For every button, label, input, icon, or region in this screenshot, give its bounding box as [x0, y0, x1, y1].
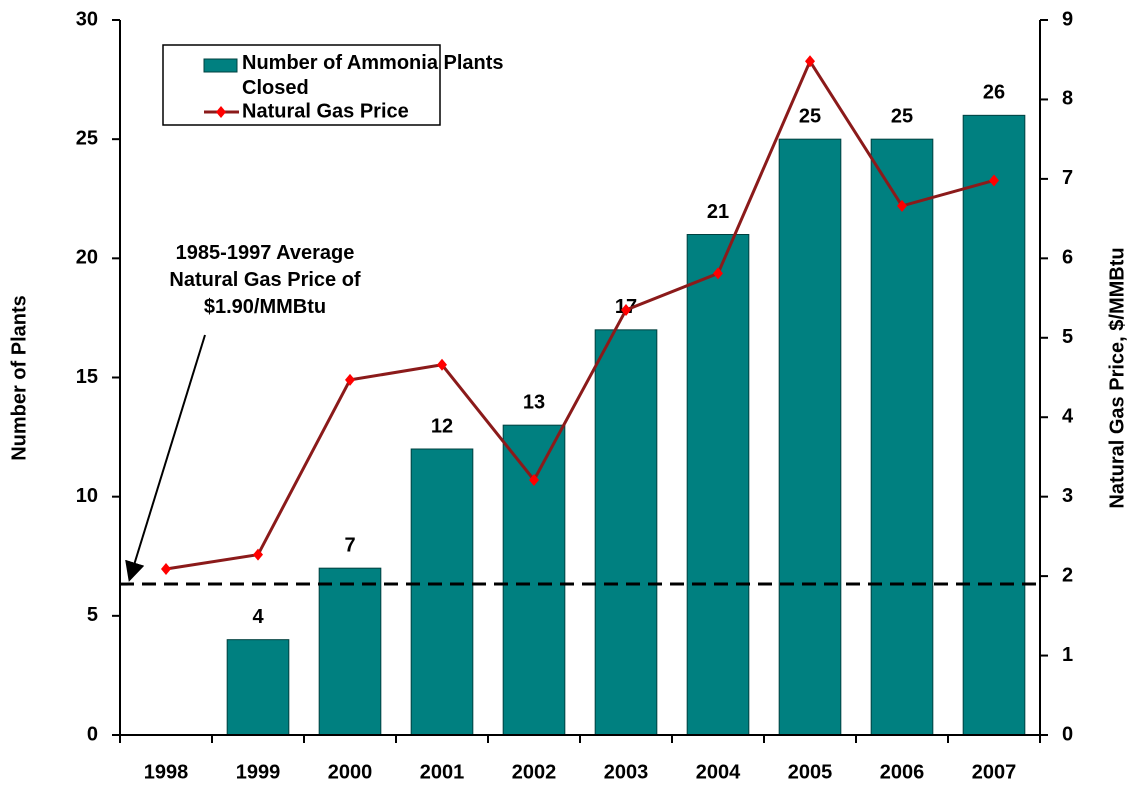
x-tick-label: 2002 [512, 761, 557, 783]
legend-label: Number of Ammonia Plants Closed [242, 52, 504, 99]
y2-tick-label: 1 [1062, 644, 1073, 666]
y-tick-label: 25 [76, 127, 98, 149]
price-marker [989, 174, 999, 187]
y2-tick-label: 4 [1062, 406, 1074, 428]
price-marker [621, 303, 631, 316]
price-marker [345, 373, 355, 386]
bar-value-label: 12 [431, 415, 453, 437]
bar [502, 424, 566, 736]
bar [778, 138, 842, 736]
x-tick-label: 2005 [788, 761, 833, 783]
y2-tick-label: 3 [1062, 485, 1073, 507]
y2-tick-label: 7 [1062, 167, 1073, 189]
x-tick-label: 1998 [144, 761, 189, 783]
y-tick-label: 30 [76, 8, 98, 30]
bar [226, 639, 290, 736]
price-marker [529, 473, 539, 486]
bar-value-label: 25 [799, 105, 821, 127]
x-tick-label: 2007 [972, 761, 1017, 783]
bar-value-label: 21 [707, 201, 729, 223]
y2-axis-label: Natural Gas Price, $/MMBtu [1106, 247, 1128, 508]
legend-swatch-bar [203, 58, 238, 73]
legend-label: Natural Gas Price [242, 100, 409, 122]
legend-swatch-marker [216, 106, 226, 118]
price-marker [161, 562, 171, 575]
bar [962, 114, 1026, 736]
y-tick-label: 20 [76, 247, 98, 269]
x-tick-label: 2004 [696, 761, 741, 783]
y-tick-label: 15 [76, 366, 98, 388]
bar [410, 448, 474, 736]
annotation-arrow [125, 334, 206, 582]
price-line [165, 58, 995, 571]
bar-value-label: 13 [523, 391, 545, 413]
bar [318, 567, 382, 736]
bar-value-label: 25 [891, 105, 913, 127]
price-marker [897, 199, 907, 212]
x-tick-label: 2001 [420, 761, 465, 783]
bar-value-label: 4 [252, 606, 264, 628]
y2-tick-label: 0 [1062, 723, 1073, 745]
legend-label-box: Number of Ammonia Plants Closed [242, 52, 504, 99]
bar-value-label: 7 [344, 534, 355, 556]
y2-tick-label: 2 [1062, 564, 1073, 586]
x-tick-label: 2000 [328, 761, 373, 783]
bar [594, 329, 658, 736]
y-tick-label: 0 [87, 723, 98, 745]
y2-tick-label: 9 [1062, 8, 1073, 30]
price-marker [253, 548, 263, 561]
bar [686, 234, 750, 736]
price-marker [713, 267, 723, 280]
price-marker [805, 55, 815, 68]
y-axis-label: Number of Plants [8, 295, 30, 461]
y-tick-label: 10 [76, 485, 98, 507]
price-marker [437, 358, 447, 371]
y2-tick-label: 8 [1062, 88, 1073, 110]
x-tick-label: 2003 [604, 761, 649, 783]
bar-value-label: 26 [983, 82, 1005, 104]
bar [870, 138, 934, 736]
y2-tick-label: 6 [1062, 247, 1073, 269]
annotation-box: 1985-1997 Average Natural Gas Price of $… [169, 242, 361, 318]
annotation: 1985-1997 Average Natural Gas Price of $… [169, 242, 361, 318]
y2-tick-label: 5 [1062, 326, 1073, 348]
x-tick-label: 1999 [236, 761, 281, 783]
x-tick-label: 2006 [880, 761, 925, 783]
y-tick-label: 5 [87, 604, 98, 626]
